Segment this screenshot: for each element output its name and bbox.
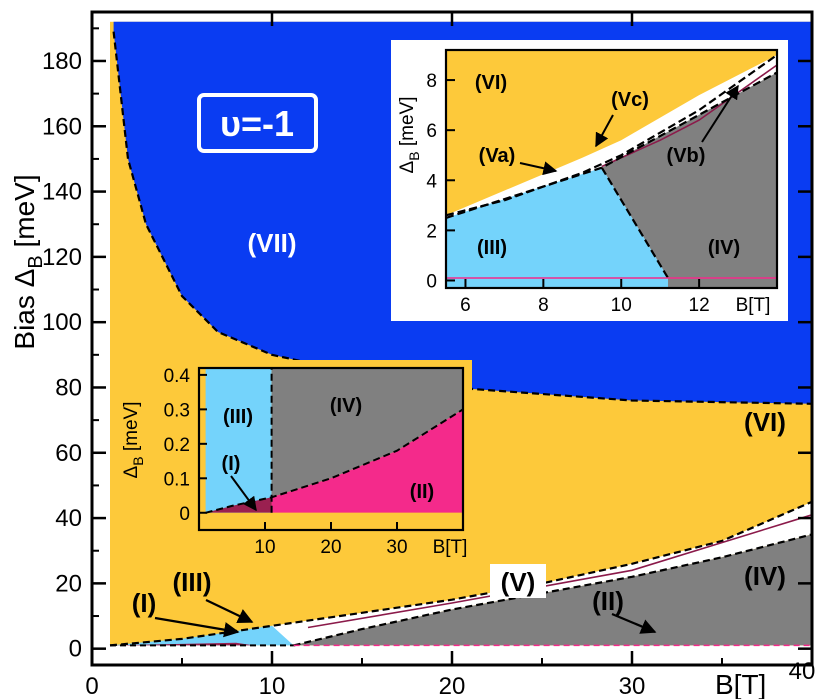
inset2-y-tick-label: 0.4 [164,366,191,387]
inset2-phase-II: (II) [410,481,434,503]
y-tick-label: 0 [69,636,82,663]
inset2-x-tick-label: 30 [386,537,407,558]
phase-label-VI: (VI) [744,407,786,437]
phase-label-IV: (IV) [744,561,786,591]
y-tick-label: 140 [42,179,82,206]
inset2-y-tick-label: 0.1 [164,469,190,490]
inset1-arrow-Va [519,161,558,176]
inset1-phase-Vb: (Vb) [667,145,706,167]
y-axis-label: Bias ΔB [meV] [9,174,47,349]
y-tick-label: 120 [42,244,82,271]
inset2-x-tick-label: 10 [254,537,275,558]
inset2-phase-I: (I) [222,453,241,475]
inset1-x-tick-label: 12 [689,295,710,316]
inset1-y-axis-label: ΔB [meV] [397,97,422,174]
filling-factor-label: υ=-1 [220,103,294,144]
phase-label-V: (V) [501,567,536,597]
inset1-y-tick-label: 2 [426,221,437,242]
y-tick-label: 40 [55,505,82,532]
inset1-phase-III: (III) [477,237,507,259]
inset2-phase-III: (III) [223,406,253,428]
arrow-I [154,616,240,638]
inset2-y-tick-label: 0.3 [164,400,190,421]
inset1-phase-IV: (IV) [708,237,740,259]
phase-label-I: (I) [132,588,157,618]
x-axis-label: B[T] [715,669,766,699]
inset1-x-tick-label: 6 [460,295,471,316]
x-tick-label: 0 [85,673,98,699]
phase-label-II: (II) [592,586,624,616]
inset2-phase-IV: (IV) [330,395,362,417]
inset1-y-tick-label: 0 [426,271,437,292]
x-tick-label: 40 [789,658,816,685]
inset1-phase-VI: (VI) [475,72,507,94]
x-tick-label: 10 [259,673,286,699]
region-III-fill [110,625,294,646]
inset1-region-IV [601,72,777,288]
inset1-x-tick-label: 10 [611,295,632,316]
region-IV-fill [293,534,813,646]
inset1-x-tick-label: 8 [538,295,549,316]
y-tick-label: 20 [55,570,82,597]
inset2-region-II [271,409,463,513]
inset2-region-IV [271,368,463,498]
region-V-fill [272,501,812,646]
inset2-y-axis-label: ΔB [meV] [121,402,146,479]
inset1-frame [444,48,779,290]
inset1-group: 6 8 10 12 0 2 4 6 8 B[T] ΔB [meV] (VI) (Vc) (Va) (Vb) (… [397,48,779,316]
arrow-III [205,599,254,623]
inset2-boundary-IV-II [205,408,464,514]
inset2-y-tick-label: 0 [179,504,190,525]
inset1-arrow-Vb [701,84,739,143]
inset2-x-axis-label: B[T] [433,537,468,558]
inset1-y-tick-label: 4 [426,171,437,192]
inset2-x-tick-label: 20 [320,537,341,558]
filling-factor-box [197,93,318,153]
y-tick-label: 160 [42,113,82,140]
inset1-arrow-Vc [595,114,614,148]
x-tick-label: 20 [439,673,466,699]
y-tick-label: 80 [55,374,82,401]
boundary-VII-VI [112,31,813,405]
inset1-y-tick-label: 6 [426,121,437,142]
inset2-arrow-I [230,475,257,512]
inset1-boundary-III-IV [600,167,669,279]
inset1-region-III [446,167,668,288]
inset1-region-VI [446,50,777,216]
y-tick-label: 60 [55,440,82,467]
y-tick-label: 180 [42,48,82,75]
arrow-II [611,612,657,634]
boundary-VI-V [109,500,813,647]
inset1-phase-Va: (Va) [479,145,516,167]
inset1-phase-Vc: (Vc) [611,89,649,111]
inset2-group: 10 20 30 0 0.1 0.2 0.3 0.4 B[T] ΔB [meV] (III) (IV)… [121,366,467,558]
phase-label-III: (III) [173,567,212,597]
inset1-y-tick-label: 8 [426,71,437,92]
phase-label-V-box [490,564,546,598]
y-tick-label: 100 [42,309,82,336]
x-tick-label: 30 [619,673,646,699]
inset2-y-tick-label: 0.2 [164,435,190,456]
inset2-region-III [205,368,272,530]
inset1-x-axis-label: B[T] [736,295,771,316]
phase-label-VII: (VII) [247,228,296,258]
